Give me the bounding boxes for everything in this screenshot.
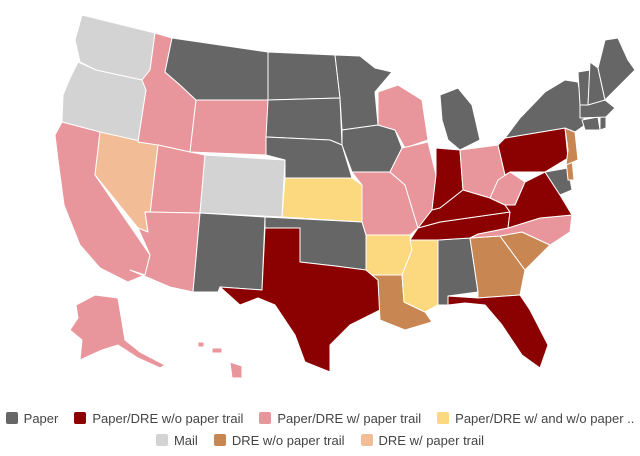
state-north-dakota[interactable]: [267, 51, 341, 101]
legend-item-paper-dre-mixed[interactable]: Paper/DRE w/ and w/o paper ..: [437, 411, 634, 426]
legend-swatch: [74, 412, 87, 424]
state-maine[interactable]: [597, 37, 636, 101]
legend-row-2: Mail DRE w/o paper trail DRE w/ paper tr…: [0, 430, 640, 450]
legend-item-paper-dre-no-trail[interactable]: Paper/DRE w/o paper trail: [74, 411, 243, 426]
state-kansas[interactable]: [281, 177, 363, 223]
state-minnesota[interactable]: [334, 54, 393, 131]
state-michigan[interactable]: [439, 87, 481, 151]
state-connecticut[interactable]: [581, 116, 601, 131]
legend-swatch: [437, 412, 450, 424]
legend-label: Paper/DRE w/o paper trail: [92, 410, 244, 426]
state-wisconsin[interactable]: [377, 84, 429, 149]
state-hawaii-main[interactable]: [229, 361, 243, 379]
legend-item-dre-no-trail[interactable]: DRE w/o paper trail: [213, 432, 345, 448]
legend-label: DRE w/ paper trail: [378, 432, 485, 448]
legend-item-paper-dre-trail[interactable]: Paper/DRE w/ paper trail: [259, 411, 421, 426]
state-florida[interactable]: [447, 294, 549, 369]
legend-swatch: [155, 434, 168, 446]
state-rhode-island[interactable]: [599, 116, 607, 131]
map-legend: Paper Paper/DRE w/o paper trail Paper/DR…: [0, 408, 640, 452]
legend-row-1: Paper Paper/DRE w/o paper trail Paper/DR…: [0, 408, 640, 428]
state-alaska[interactable]: [69, 294, 166, 369]
legend-swatch: [5, 412, 18, 424]
legend-item-paper[interactable]: Paper: [5, 410, 59, 426]
state-colorado[interactable]: [199, 154, 286, 218]
legend-label: Mail: [173, 432, 198, 448]
state-virginia[interactable]: [504, 171, 573, 229]
state-hawaii-islands[interactable]: [197, 341, 205, 348]
legend-label: Paper/DRE w/ paper trail: [277, 410, 422, 426]
legend-label: Paper/DRE w/ and w/o paper ..: [455, 410, 635, 426]
legend-item-mail[interactable]: Mail: [155, 432, 198, 448]
legend-label: Paper: [23, 410, 59, 426]
state-hawaii-islands-2[interactable]: [211, 347, 223, 354]
state-wyoming[interactable]: [189, 99, 269, 156]
legend-swatch: [360, 434, 373, 446]
us-voting-equipment-map: [54, 14, 636, 379]
state-texas[interactable]: [219, 227, 381, 373]
state-maryland[interactable]: [544, 167, 573, 196]
legend-label: DRE w/o paper trail: [231, 432, 345, 448]
state-new-mexico[interactable]: [192, 212, 266, 293]
legend-item-dre-trail[interactable]: DRE w/ paper trail: [360, 432, 485, 448]
state-new-york[interactable]: [504, 79, 586, 139]
legend-swatch: [213, 434, 226, 446]
legend-swatch: [259, 412, 272, 424]
